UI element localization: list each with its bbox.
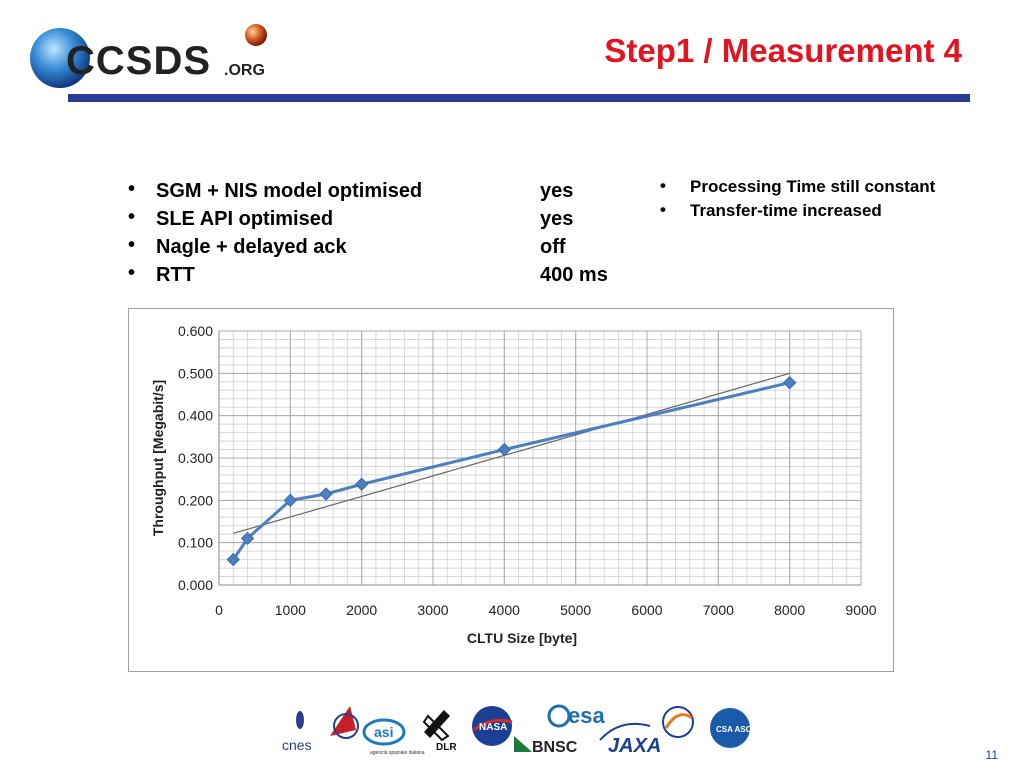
data-point: [354, 477, 369, 491]
svg-text:cnes: cnes: [282, 737, 312, 753]
svg-text:NASA: NASA: [479, 722, 507, 733]
cnes-logo: cnes: [282, 711, 312, 753]
data-point: [283, 493, 298, 508]
svg-text:JAXA: JAXA: [608, 735, 661, 757]
svg-text:agenzia spaziale italiana: agenzia spaziale italiana: [370, 750, 425, 756]
data-point: [240, 531, 255, 546]
y-tick-label: 0.200: [178, 492, 213, 508]
x-tick-label: 8000: [774, 602, 805, 618]
notes-list: • Processing Time still constant • Transfer…: [660, 176, 960, 224]
data-point: [497, 442, 512, 457]
x-tick-label: 9000: [845, 602, 876, 618]
y-tick-label: 0.500: [178, 365, 213, 381]
y-tick-label: 0.100: [178, 535, 213, 551]
x-tick-label: 0: [215, 602, 223, 618]
note-text: Processing Time still constant: [690, 177, 936, 196]
note-item: • Processing Time still constant: [660, 176, 960, 197]
y-tick-label: 0.300: [178, 450, 213, 466]
svg-text:CSA ASC: CSA ASC: [716, 725, 752, 734]
bullet: •: [128, 206, 136, 228]
bullet: •: [128, 178, 136, 200]
data-point: [782, 375, 797, 390]
x-tick-label: 4000: [489, 602, 520, 618]
ccsds-logo: CCSDS .ORG: [28, 22, 298, 92]
y-axis-title: Throughput [Megabit/s]: [150, 380, 166, 536]
parameter-value: 400 ms: [540, 264, 608, 286]
esa-logo: esa: [547, 703, 605, 728]
data-point: [226, 552, 240, 567]
slide-title: Step1 / Measurement 4: [604, 32, 962, 69]
bullet: •: [128, 234, 136, 256]
y-tick-label: 0.000: [178, 577, 213, 593]
bullet: •: [128, 262, 136, 284]
asi-logo: asi agenzia spaziale italiana: [362, 718, 425, 756]
svg-text:asi: asi: [374, 724, 393, 740]
dlr-logo: DLR: [422, 710, 457, 753]
y-tick-label: 0.400: [178, 408, 213, 424]
parameter-label: SGM + NIS model optimised: [156, 180, 423, 202]
svg-text:DLR: DLR: [436, 742, 457, 753]
parameter-value: yes: [540, 180, 574, 202]
x-tick-label: 3000: [417, 602, 448, 618]
bullet: •: [660, 200, 666, 219]
jaxa-logo: JAXA: [599, 722, 661, 757]
note-item: • Transfer-time increased: [660, 200, 960, 221]
bnsc-logo: BNSC: [514, 736, 578, 756]
throughput-chart: 0 1000 2000 3000 4000 5000 6000 7000 8000 9000 0.0…: [128, 308, 894, 672]
x-tick-label: 7000: [703, 602, 734, 618]
x-tick-label: 1000: [275, 602, 306, 618]
x-tick-label: 5000: [560, 602, 591, 618]
trendline: [233, 372, 790, 534]
bullet: •: [660, 176, 666, 195]
logo-suffix: .ORG: [224, 62, 265, 79]
parameter-label: Nagle + delayed ack: [156, 236, 347, 258]
svg-text:esa: esa: [568, 703, 605, 728]
title-divider: [68, 94, 970, 102]
parameter-label: RTT: [156, 264, 195, 286]
series-line: [232, 381, 791, 561]
data-point: [319, 487, 333, 501]
svg-text:BNSC: BNSC: [532, 739, 578, 756]
nasa-logo: NASA: [472, 706, 513, 746]
partner-logos: cnes asi agenzia spaziale italiana DLR N…: [278, 696, 758, 760]
note-text: Transfer-time increased: [690, 201, 882, 220]
page-number: 11: [985, 748, 998, 762]
x-tick-label: 2000: [346, 602, 377, 618]
chart-svg: 0 1000 2000 3000 4000 5000 6000 7000 8000 9000 0.0…: [150, 323, 877, 646]
parameter-value: yes: [540, 208, 574, 230]
logo-text: CCSDS: [66, 39, 211, 83]
y-tick-label: 0.600: [178, 323, 213, 339]
x-axis-title: CLTU Size [byte]: [467, 630, 577, 646]
csa-logo: CSA ASC: [710, 708, 752, 748]
parameter-label: SLE API optimised: [156, 208, 334, 230]
inpe-logo: [662, 706, 694, 738]
parameter-value: off: [540, 236, 566, 258]
roscosmos-logo: [330, 706, 359, 739]
x-tick-label: 6000: [631, 602, 662, 618]
